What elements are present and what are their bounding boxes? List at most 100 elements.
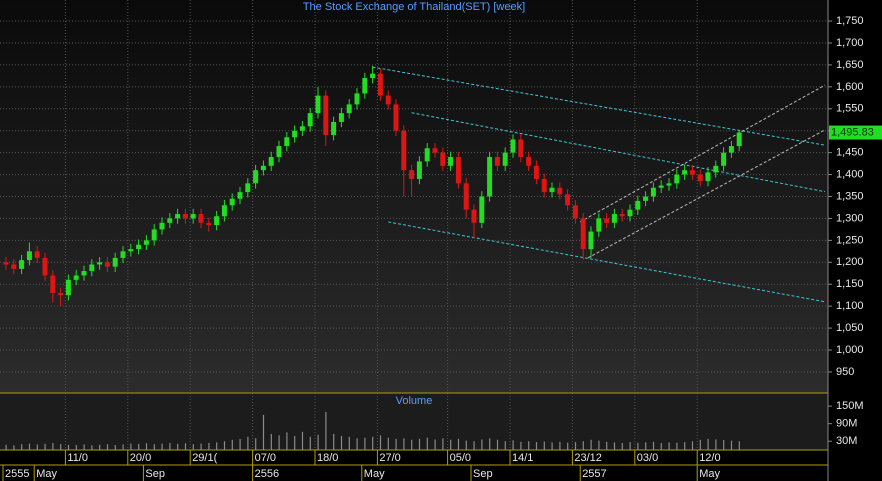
candle-body [580, 218, 586, 250]
x-tick-label: 18/0 [317, 452, 338, 464]
candle-body [619, 214, 625, 217]
candle-body [3, 262, 9, 265]
candle-body [682, 170, 688, 175]
volume-bar [473, 441, 475, 450]
volume-bar [676, 442, 678, 450]
candle-body [502, 152, 508, 166]
y-tick-label: 1,400 [836, 168, 864, 180]
candle-body [190, 214, 196, 219]
volume-bar [192, 444, 194, 450]
y-tick-label: 1,350 [836, 190, 864, 202]
volume-bar [91, 445, 93, 450]
candle-body [159, 222, 165, 230]
candle-body [533, 165, 539, 179]
candle-body [151, 229, 157, 241]
candle-body [323, 95, 329, 136]
period-label: May [364, 468, 385, 480]
candle-body [604, 218, 610, 223]
candle-body [89, 264, 95, 272]
volume-bar [457, 438, 460, 450]
trend-line [388, 221, 826, 303]
candle-body [245, 183, 251, 193]
candle-body [650, 187, 656, 197]
volume-bar [434, 439, 436, 450]
volume-bar [606, 441, 608, 450]
volume-bar [411, 439, 413, 450]
volume-bar [645, 442, 647, 450]
volume-bar [301, 431, 304, 450]
volume-bar [52, 442, 54, 450]
candle-body [370, 73, 376, 79]
y-tick-label: 950 [836, 366, 854, 378]
candle-body [175, 214, 181, 219]
chart-title: The Stock Exchange of Thailand(SET) [wee… [303, 1, 525, 13]
volume-label: Volume [396, 395, 433, 407]
candle-body [487, 157, 493, 197]
candle-body [268, 157, 274, 166]
volume-bar [574, 442, 577, 450]
volume-bar [200, 443, 202, 450]
volume-tick-label: 150M [836, 400, 864, 412]
x-tick-label: 05/0 [450, 452, 471, 464]
candle-body [120, 251, 126, 258]
candle-body [26, 251, 32, 261]
y-tick-label: 1,250 [836, 234, 864, 246]
volume-bar [496, 439, 499, 450]
x-tick-label: 23/12 [574, 452, 602, 464]
candle-body [643, 196, 649, 201]
volume-tick-label: 30M [836, 435, 857, 447]
candle-body [721, 152, 727, 166]
volume-bar [723, 440, 725, 450]
y-tick-label: 1,700 [836, 37, 864, 49]
candle-body [541, 178, 547, 193]
volume-bar [465, 440, 467, 450]
y-tick-label: 1,650 [836, 59, 864, 71]
x-tick-label: 11/0 [67, 452, 88, 464]
volume-bar [177, 443, 179, 450]
volume-bar [668, 442, 670, 450]
volume-bar [99, 444, 101, 450]
volume-bar [450, 439, 452, 450]
volume-bar [278, 435, 280, 450]
trend-line [579, 84, 826, 223]
candle-body [362, 78, 368, 94]
volume-bar [239, 438, 241, 450]
volume-bar [75, 445, 77, 450]
volume-bar [504, 441, 506, 450]
candle-body [346, 104, 352, 114]
volume-bar [130, 443, 132, 450]
candle-body [253, 170, 259, 184]
candle-body [666, 183, 672, 186]
candle-body [136, 244, 142, 250]
volume-bar [489, 438, 491, 450]
volume-bar [333, 433, 335, 450]
candle-body [455, 157, 461, 184]
volume-bar [598, 440, 600, 450]
candle-body [221, 205, 227, 217]
y-tick-label: 1,750 [836, 15, 864, 27]
volume-bar [348, 436, 350, 450]
candle-body [401, 130, 407, 171]
x-tick-label: 27/0 [379, 452, 400, 464]
trend-line [372, 66, 826, 146]
candle-body [315, 95, 321, 114]
candle-body [611, 214, 617, 223]
volume-bar [153, 444, 155, 450]
period-label: 2557 [582, 468, 606, 480]
volume-bar [707, 438, 709, 450]
volume-bar [60, 444, 62, 450]
volume-bar [528, 441, 530, 450]
candle-body [354, 93, 360, 105]
volume-bar [738, 441, 740, 450]
volume-bar [286, 432, 288, 450]
candle-body [331, 121, 337, 136]
volume-bar [262, 414, 265, 450]
volume-bar [161, 443, 163, 450]
volume-bar [559, 441, 561, 450]
candle-body [689, 170, 695, 175]
candle-body [526, 157, 532, 166]
volume-bar [660, 442, 662, 450]
volume-bar [325, 412, 327, 450]
volume-bar [145, 443, 148, 450]
